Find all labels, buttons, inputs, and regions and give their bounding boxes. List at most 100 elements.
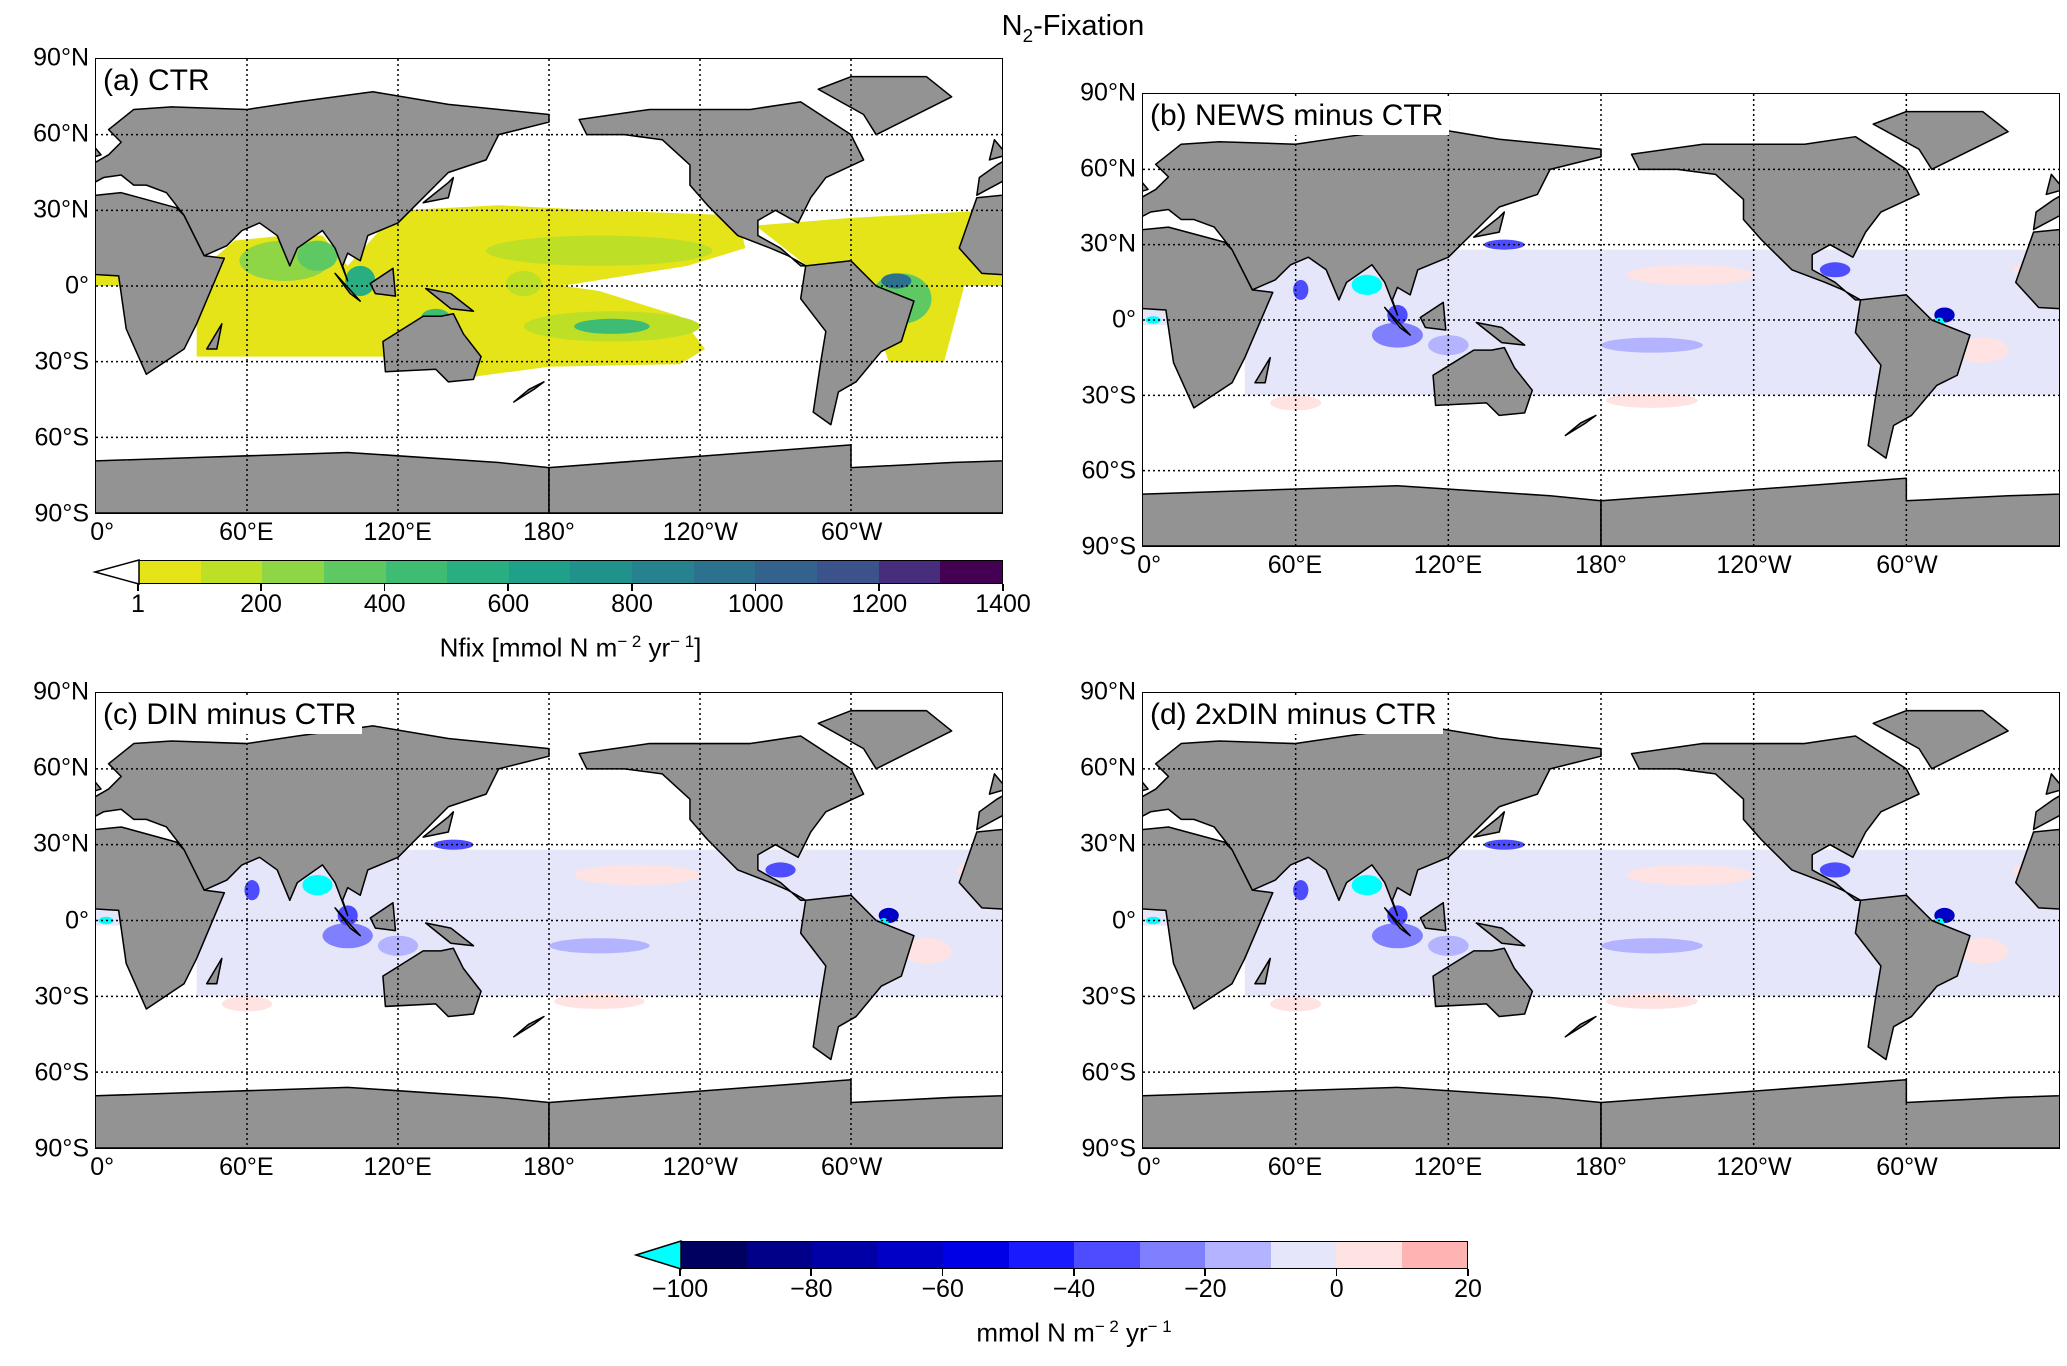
colorbar-segment <box>447 561 509 583</box>
colorbar-label-part: Nfix [mmol N m <box>439 632 618 663</box>
colorbar-nfix: 1 200 400 600 800 1000 1200 1400 Nfix [mmol N m−… <box>92 559 1031 663</box>
colorbar-segment <box>1205 1242 1271 1268</box>
colorbar-tick-label: 1200 <box>851 590 908 618</box>
lat-tick-label: 90°N <box>1080 677 1136 706</box>
lon-tick-label: 120°W <box>662 518 738 546</box>
lon-tick-label: 180° <box>523 518 575 546</box>
lon-tick-label: 0° <box>90 518 115 546</box>
lat-tick-label: 60°N <box>1080 154 1136 183</box>
colorbar-tick-label: 400 <box>363 590 406 618</box>
colorbar-segment <box>323 561 386 583</box>
lat-tick-label: 30°N <box>33 829 89 858</box>
lon-tick-label: 60°W <box>820 1153 883 1181</box>
colorbar-tick-mark <box>137 584 139 591</box>
colorbar-segment <box>746 1242 812 1268</box>
colorbar-segment <box>1401 1242 1467 1268</box>
lon-tick-label: 0° <box>1137 551 1162 579</box>
colorbar-segment <box>817 561 879 583</box>
map-canvas <box>1143 693 2059 1148</box>
colorbar-tick-label: −80 <box>790 1275 833 1303</box>
colorbar-segment <box>878 561 941 583</box>
lon-tick-label: 60°E <box>219 1153 274 1181</box>
colorbar-tick-mark <box>1335 1269 1338 1276</box>
colorbar-segment <box>632 561 694 583</box>
colorbar-segment <box>681 1242 747 1268</box>
colorbar-segment <box>200 561 263 583</box>
lon-tick-label: 180° <box>523 1153 575 1181</box>
lat-tick-label: 60°N <box>33 119 89 148</box>
lat-tick-label: 60°N <box>1080 753 1136 782</box>
colorbar-tick-mark <box>810 1269 812 1276</box>
lon-tick-label: 120°E <box>1413 551 1483 579</box>
colorbar-tick-mark <box>878 584 880 591</box>
lon-tick-label: 180° <box>1575 1153 1627 1181</box>
colorbar-label-part: − 2 <box>1094 1317 1119 1336</box>
colorbar-label: Nfix [mmol N m− 2 yr− 1] <box>138 632 1003 664</box>
lon-tick-label: 60°W <box>1876 551 1938 579</box>
map-plot <box>1142 692 2060 1149</box>
colorbar-segment <box>1336 1242 1402 1268</box>
colorbar-tick-label: 1400 <box>975 590 1031 618</box>
map-panel-c: (c) DIN minus CTR 90°N 60°N 30°N 0° 30°S 60°S 9… <box>33 678 1003 1181</box>
lat-tick-label: 30°N <box>1080 229 1136 258</box>
colorbar-extend-arrow <box>633 1239 682 1271</box>
colorbar-label-part: ] <box>694 632 702 663</box>
colorbar-tick-mark <box>1467 1269 1469 1276</box>
lat-tick-label: 30°N <box>33 195 89 224</box>
colorbar-segment <box>1008 1242 1074 1268</box>
colorbar-segment <box>943 1242 1009 1268</box>
colorbar-segment <box>570 561 633 583</box>
colorbar-tick-mark <box>679 1269 681 1276</box>
colorbar-segment <box>262 561 324 583</box>
map-canvas <box>96 693 1002 1148</box>
colorbar-segment <box>693 561 756 583</box>
lat-tick-label: 30°S <box>34 347 89 376</box>
lon-tick-label: 60°E <box>219 518 274 546</box>
colorbar-segment <box>877 1242 943 1268</box>
colorbar-tick-label: −40 <box>1052 1275 1096 1303</box>
lat-tick-label: 0° <box>65 906 89 934</box>
lon-tick-label: 120°W <box>662 1153 738 1181</box>
lat-tick-label: 30°S <box>1081 381 1136 410</box>
lat-tick-label: 0° <box>1112 305 1136 334</box>
colorbar-tick-label: 20 <box>1454 1275 1482 1303</box>
panel-label: (a) CTR <box>101 64 216 100</box>
lat-tick-label: 90°N <box>33 43 89 72</box>
colorbar-label-part: − 1 <box>1147 1317 1172 1336</box>
lon-tick-label: 60°E <box>1267 551 1323 579</box>
colorbar-segment <box>755 561 818 583</box>
colorbar-tick-mark <box>941 1269 944 1276</box>
colorbar-tick-label: −20 <box>1184 1275 1227 1303</box>
figure-title: N2-Fixation <box>1001 10 1145 46</box>
colorbar-tick-mark <box>631 584 633 591</box>
colorbar-label-part: − 1 <box>670 632 695 651</box>
colorbar-bar <box>680 1241 1468 1269</box>
lat-tick-label: 0° <box>65 271 89 300</box>
lon-tick-label: 120°E <box>363 1153 432 1181</box>
panel-label: (d) 2xDIN minus CTR <box>1148 698 1443 734</box>
lat-tick-label: 0° <box>1112 906 1136 934</box>
colorbar-tick-label: −100 <box>651 1275 709 1303</box>
lat-tick-label: 60°S <box>1081 1058 1136 1087</box>
lat-tick-label: 90°S <box>34 1134 89 1163</box>
colorbar-bar <box>138 560 1003 584</box>
colorbar-label-part: − 2 <box>617 632 642 651</box>
lat-tick-label: 30°S <box>34 982 89 1011</box>
colorbar-tick-label: 1000 <box>727 590 784 618</box>
colorbar-tick-mark <box>507 584 509 591</box>
colorbar-segment <box>385 561 448 583</box>
map-canvas <box>1143 94 2059 546</box>
lat-tick-label: 60°N <box>33 753 89 782</box>
colorbar-tick-label: 1 <box>131 590 145 618</box>
colorbar-tick-label: 800 <box>611 590 653 618</box>
lat-tick-label: 60°S <box>1081 456 1136 485</box>
lat-tick-label: 90°S <box>1081 532 1136 561</box>
colorbar-tick-mark <box>260 584 262 591</box>
colorbar-segment <box>1139 1242 1205 1268</box>
lon-tick-label: 180° <box>1575 551 1627 579</box>
lat-tick-label: 30°N <box>1080 829 1136 858</box>
map-plot <box>95 58 1003 514</box>
colorbar-segment <box>139 561 201 583</box>
lon-tick-label: 60°W <box>820 518 883 546</box>
lon-tick-label: 120°W <box>1716 1153 1792 1181</box>
